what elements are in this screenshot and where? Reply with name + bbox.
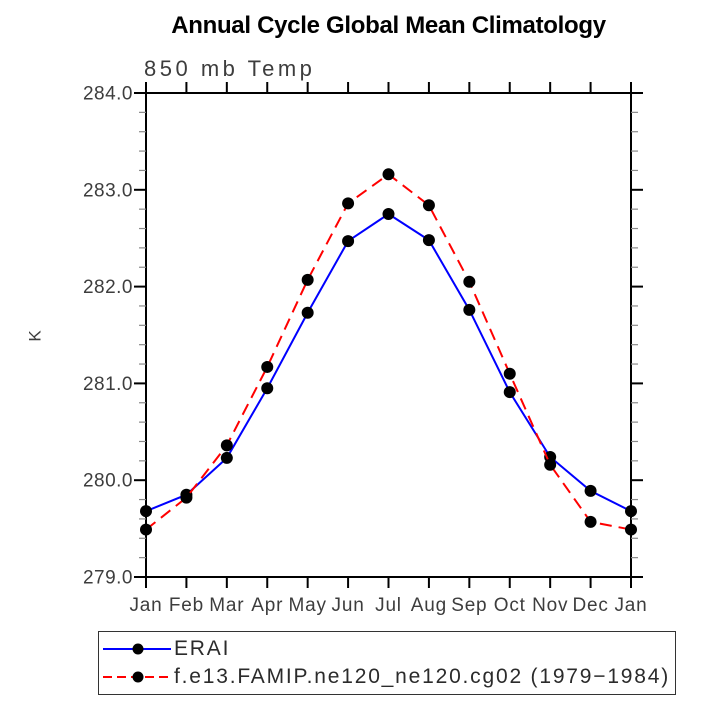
legend: ERAI f.e13.FAMIP.ne120_ne120.cg02 (1979−…	[98, 631, 676, 695]
x-tick-label: Sep	[451, 595, 487, 616]
data-point-marker	[544, 458, 557, 471]
plot-frame	[145, 92, 632, 578]
legend-label-erai: ERAI	[174, 637, 231, 660]
data-point-marker	[463, 303, 476, 316]
data-point-marker	[140, 505, 152, 518]
series-0-line	[145, 212, 632, 513]
legend-sample-dashed-line	[103, 671, 171, 683]
data-point-marker	[422, 234, 435, 247]
data-point-marker	[261, 382, 274, 395]
x-tick-label: Jul	[375, 595, 402, 616]
series-1-line	[145, 173, 632, 531]
x-tick-label: Feb	[169, 595, 204, 616]
y-tick-label: 282.0	[83, 277, 133, 298]
data-point-marker	[503, 386, 516, 399]
x-tick-label: Nov	[532, 595, 568, 616]
data-point-marker	[584, 484, 597, 497]
legend-item-model: f.e13.FAMIP.ne120_ne120.cg02 (1979−1984)	[103, 663, 675, 691]
data-point-marker	[503, 367, 516, 380]
y-tick-label: 280.0	[83, 471, 133, 492]
data-point-marker	[463, 275, 476, 288]
data-point-marker	[584, 515, 597, 528]
y-tick-label: 279.0	[83, 568, 133, 589]
data-point-marker	[220, 451, 233, 464]
x-tick-label: Dec	[572, 595, 608, 616]
data-point-marker	[301, 306, 314, 319]
chart-title: Annual Cycle Global Mean Climatology	[171, 12, 606, 39]
data-point-marker	[220, 439, 233, 452]
data-point-marker	[382, 208, 395, 220]
data-point-marker	[301, 273, 314, 286]
data-point-marker	[180, 491, 193, 504]
y-tick-label: 281.0	[83, 374, 133, 395]
x-tick-label: Mar	[209, 595, 244, 616]
data-point-marker	[342, 197, 355, 210]
legend-item-erai: ERAI	[103, 635, 675, 663]
x-tick-label: Oct	[494, 595, 526, 616]
y-tick-label: 283.0	[83, 180, 133, 201]
x-tick-label: Aug	[411, 595, 447, 616]
x-tick-label: Apr	[251, 595, 283, 616]
data-point-marker	[382, 168, 395, 181]
data-point-marker	[140, 523, 152, 536]
legend-marker-icon	[132, 671, 144, 683]
chart-subtitle: 850 mb Temp	[144, 56, 316, 81]
legend-marker-icon	[132, 643, 144, 655]
y-tick-label: 284.0	[83, 84, 133, 105]
data-point-marker	[625, 523, 637, 536]
x-tick-label: Jun	[332, 595, 365, 616]
x-tick-label: May	[289, 595, 327, 616]
data-point-marker	[261, 360, 274, 373]
data-point-marker	[422, 199, 435, 212]
data-point-marker	[625, 505, 637, 518]
x-tick-label: Jan	[614, 595, 647, 616]
legend-sample-solid-line	[103, 643, 171, 655]
data-point-marker	[342, 235, 355, 248]
x-tick-label: Jan	[129, 595, 162, 616]
legend-label-model: f.e13.FAMIP.ne120_ne120.cg02 (1979−1984)	[174, 665, 671, 688]
